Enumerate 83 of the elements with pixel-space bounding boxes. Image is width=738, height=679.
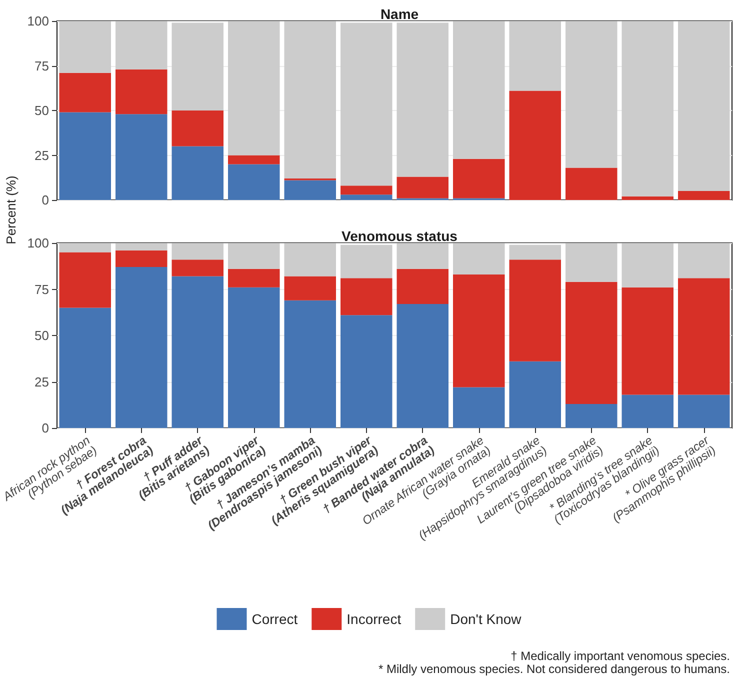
bar [453,274,505,388]
bar [453,21,505,159]
bar [678,278,730,395]
bar [622,394,674,428]
y-tick-label: 50 [34,328,49,343]
bar [678,243,730,278]
bar [453,158,505,198]
chart-title: Name [380,6,419,22]
bar [396,22,448,177]
bar [284,276,336,300]
legend-label: Incorrect [346,611,402,627]
bar [396,268,448,304]
bar [116,250,168,268]
bar [509,90,561,200]
bar [340,278,392,316]
bar [59,308,111,428]
y-tick-label: 25 [34,148,49,163]
y-tick-label: 0 [42,420,49,436]
bar [59,243,111,252]
bar [509,21,561,91]
bar [566,21,618,168]
bar [116,243,168,250]
legend-label: Don't Know [450,611,522,627]
bar [284,180,336,200]
chart-title: Venomous status [342,228,458,244]
bar [340,244,392,278]
bar [396,243,448,269]
bar [453,243,505,274]
y-tick-label: 100 [27,14,49,28]
bar [396,176,448,198]
bar [172,22,224,110]
text: * Mildly venomous species. Not considered dangerous to humans. [378,662,730,676]
y-tick-label: 75 [34,282,49,297]
bar [340,194,392,200]
bar [566,243,618,282]
bar [172,110,224,146]
bar [622,21,674,196]
bar [172,243,224,260]
bar [566,168,618,200]
bar [172,260,224,276]
bar [228,21,280,156]
bar [678,21,730,192]
text: † Medically important venomous species. [510,649,730,663]
bar [59,72,111,112]
bar [116,267,168,428]
bar [509,260,561,362]
y-tick-label: 75 [34,58,49,74]
bar [566,404,618,428]
bar [59,21,111,73]
bar [284,300,336,428]
bar [678,191,730,200]
bar [509,361,561,428]
bar [59,252,111,308]
bar [228,243,280,269]
y-tick-label: 100 [27,236,49,250]
y-tick-label: 0 [42,192,49,208]
bar [622,287,674,395]
bar [172,276,224,428]
y-axis-title: Percent (%) [4,176,18,244]
bar [622,196,674,200]
bar [228,164,280,200]
bar [172,146,224,200]
y-tick-label: 25 [34,374,49,390]
bar [566,282,618,404]
bar [453,387,505,428]
bar [116,69,168,114]
bar [622,243,674,288]
bar [340,22,392,186]
bar [116,114,168,200]
bar [340,186,392,195]
bar [59,112,111,200]
bar [340,315,392,428]
bar [678,394,730,428]
bar [396,304,448,428]
bar [228,287,280,428]
bar [509,244,561,260]
bar [284,243,336,276]
legend-label: Correct [252,611,298,627]
bar [228,268,280,288]
bar [116,21,168,70]
bar [284,21,336,179]
bar [228,155,280,164]
y-tick-label: 50 [34,103,49,118]
